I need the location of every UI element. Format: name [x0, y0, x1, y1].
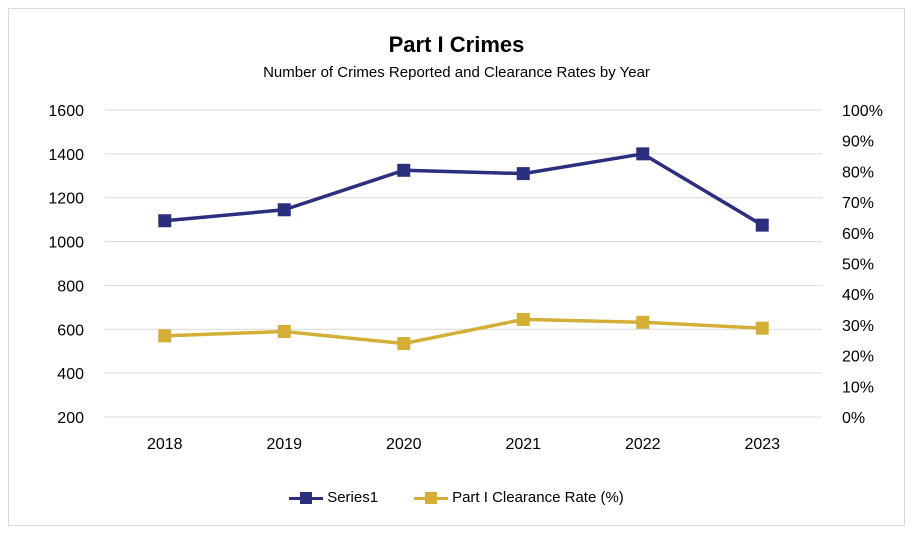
- y-right-tick-label: 0%: [842, 410, 865, 427]
- series-2-point: [636, 315, 650, 329]
- y-left-tick-label: 1000: [48, 235, 84, 252]
- chart-legend: Series1 Part I Clearance Rate (%): [0, 489, 913, 506]
- legend-key-series1: [289, 491, 324, 504]
- chart-title: Part I Crimes: [388, 32, 525, 57]
- chart-subtitle: Number of Crimes Reported and Clearance …: [263, 64, 650, 81]
- series-line-1: [164, 152, 764, 227]
- y-right-tick-label: 100%: [842, 103, 883, 120]
- y-right-tick-label: 70%: [842, 195, 874, 212]
- chart-frame: [8, 8, 905, 526]
- series-2-point: [397, 337, 411, 351]
- y-right-tick-label: 40%: [842, 287, 874, 304]
- legend-item-clearance-rate: Part I Clearance Rate (%): [414, 489, 624, 506]
- legend-label-clearance-rate: Part I Clearance Rate (%): [452, 489, 624, 506]
- x-tick-label: 2020: [386, 436, 422, 453]
- legend-label-series1: Series1: [327, 489, 379, 506]
- series-1-point: [277, 203, 291, 217]
- y-left-tick-label: 1200: [48, 191, 84, 208]
- legend-key-clearance-rate: [414, 491, 449, 504]
- series-2-point: [516, 312, 530, 326]
- x-tick-label: 2019: [266, 436, 302, 453]
- x-tick-label: 2021: [505, 436, 541, 453]
- legend-item-series1: Series1: [289, 489, 378, 506]
- series-1-point: [397, 163, 411, 177]
- y-left-tick-label: 400: [57, 366, 84, 383]
- y-left-tick-label: 1600: [48, 103, 84, 120]
- x-tick-label: 2022: [625, 436, 661, 453]
- series-1-point: [755, 218, 769, 232]
- y-right-tick-label: 60%: [842, 226, 874, 243]
- y-right-tick-label: 10%: [842, 379, 874, 396]
- series-2-point: [277, 324, 291, 338]
- series-line-2: [164, 317, 763, 346]
- y-right-tick-label: 90%: [842, 134, 874, 151]
- y-right-tick-label: 20%: [842, 349, 874, 366]
- y-left-tick-label: 200: [57, 410, 84, 427]
- y-right-tick-label: 50%: [842, 257, 874, 274]
- series-1-point: [516, 167, 530, 181]
- y-right-tick-label: 30%: [842, 318, 874, 335]
- x-tick-label: 2023: [744, 436, 780, 453]
- series-2-point: [158, 329, 172, 343]
- y-left-tick-label: 800: [57, 278, 84, 295]
- series-2-point: [755, 321, 769, 335]
- y-left-tick-label: 1400: [48, 147, 84, 164]
- y-right-tick-label: 80%: [842, 164, 874, 181]
- x-tick-label: 2018: [147, 436, 183, 453]
- series-1-point: [158, 214, 172, 228]
- y-left-tick-label: 600: [57, 322, 84, 339]
- series-1-point: [636, 147, 650, 161]
